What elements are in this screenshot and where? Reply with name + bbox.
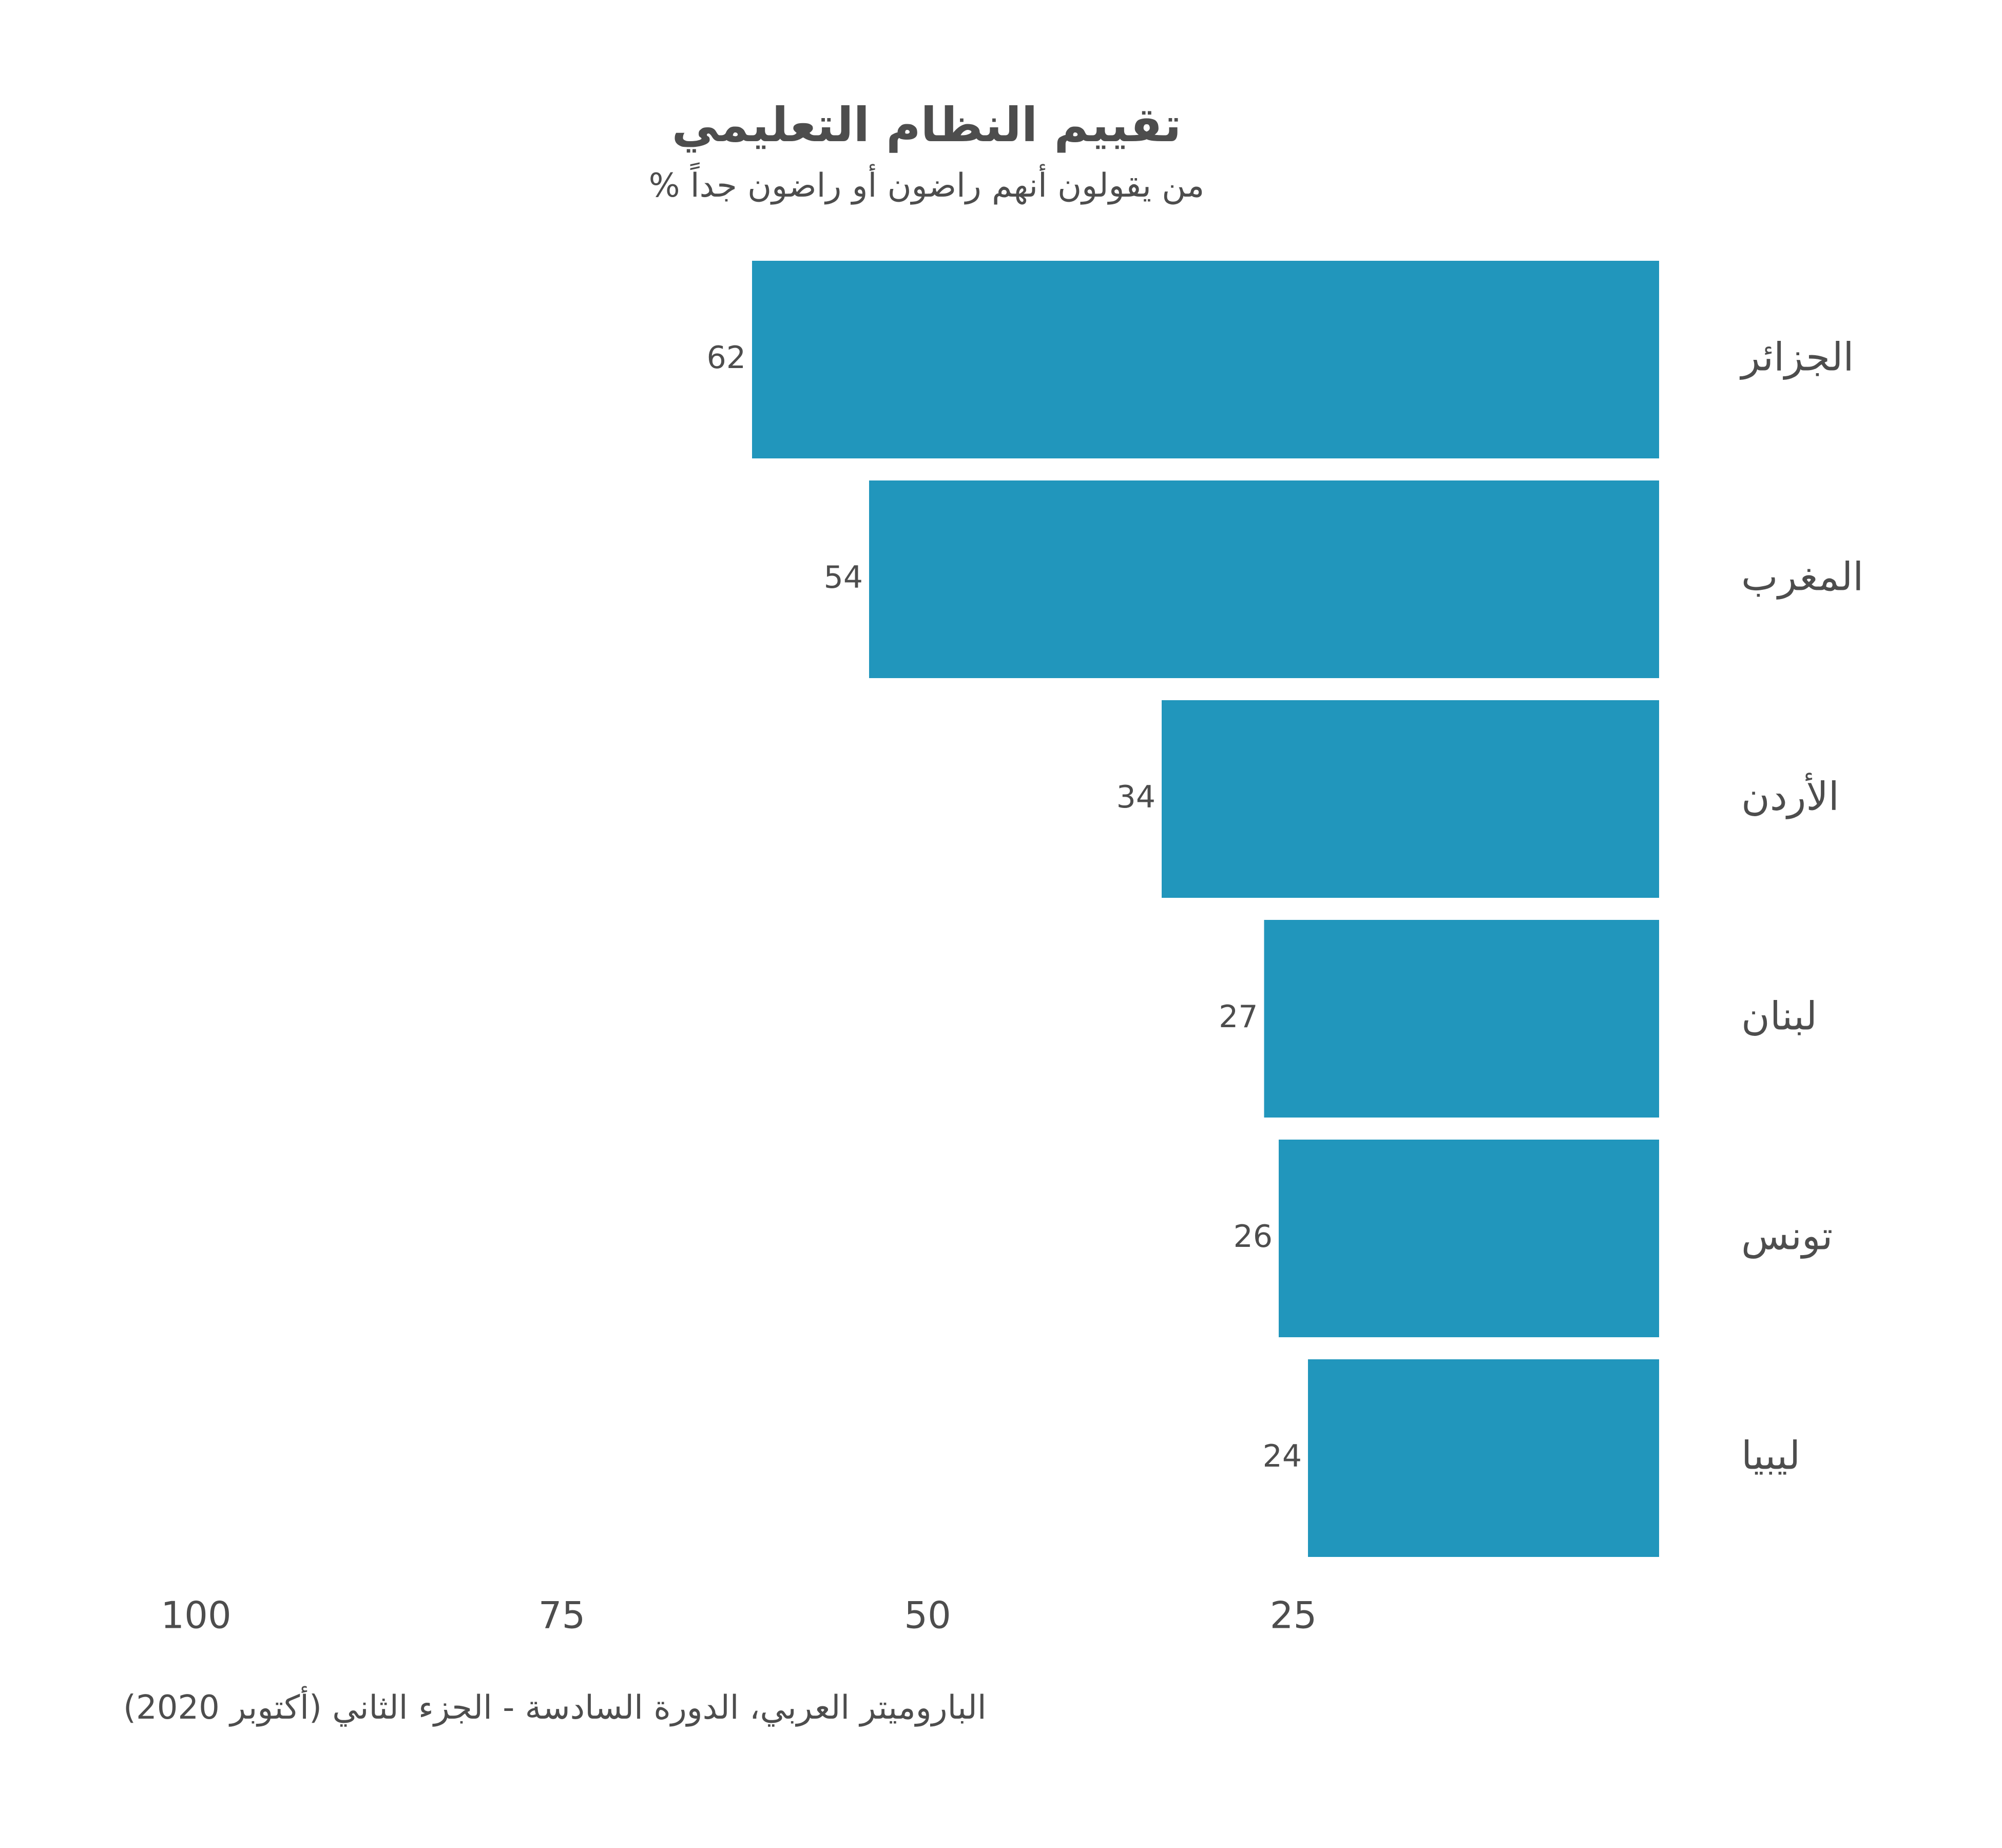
value-label-6: 24 [1263,1438,1302,1474]
value-labels-group: 62 54 34 27 26 24 [707,340,1302,1474]
category-label-5: تونس [1741,1212,1833,1259]
category-labels-group: الجزائر المغرب الأردن لبنان تونس ليبيا [1739,334,1863,1478]
bars-group [752,261,1659,1557]
bar-3 [1162,700,1659,898]
bar-4 [1264,920,1659,1118]
x-tick-label-3: 50 [904,1594,951,1637]
bar-2 [869,480,1659,678]
x-tick-label-1: 100 [161,1594,231,1637]
source-note: الباروميتر العربي، الدورة السادسة - الجز… [123,1689,987,1727]
value-label-2: 54 [824,560,863,595]
x-tick-label-4: 25 [1270,1594,1317,1637]
category-label-4: لبنان [1741,993,1817,1038]
bar-5 [1279,1140,1659,1337]
x-axis-ticks: 100 75 50 25 [161,1594,1317,1637]
x-tick-label-2: 75 [538,1594,586,1637]
value-label-1: 62 [707,340,746,376]
category-label-6: ليبيا [1741,1432,1800,1478]
bar-1 [752,261,1659,458]
category-label-3: الأردن [1741,773,1839,819]
value-label-4: 27 [1219,999,1258,1035]
value-label-5: 26 [1234,1219,1273,1255]
chart-subtitle: % من يقولون أنهم راضون أو راضون جداً [648,167,1205,205]
chart-title: تقييم النظام التعليمي [671,98,1182,152]
value-label-3: 34 [1116,779,1156,815]
category-label-2: المغرب [1741,553,1863,600]
bar-6 [1308,1359,1659,1557]
category-label-1: الجزائر [1739,334,1854,380]
